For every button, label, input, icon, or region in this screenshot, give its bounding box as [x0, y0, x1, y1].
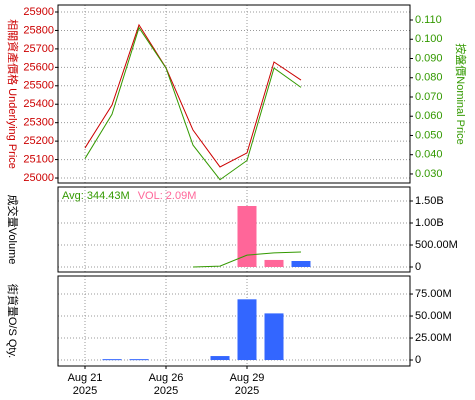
y2-tick-label: 0.100 — [415, 33, 443, 45]
y2-tick-label: 0.050 — [415, 129, 443, 141]
x-tick-year: 2025 — [235, 385, 259, 397]
bar — [237, 206, 257, 267]
x-tick-label: Aug 21 — [68, 372, 103, 384]
bar — [129, 359, 149, 361]
y-tick-label: 0 — [415, 354, 421, 366]
bar — [237, 299, 257, 361]
y-tick-label: 25900 — [23, 6, 54, 18]
y2-tick-label: 0.080 — [415, 72, 443, 84]
x-tick-label: Aug 29 — [230, 372, 265, 384]
y2-tick-label: 0.090 — [415, 52, 443, 64]
y2-tick-label: 0.060 — [415, 110, 443, 122]
y2-tick-label: 0.070 — [415, 91, 443, 103]
y-tick-label: 25400 — [23, 98, 54, 110]
bar — [264, 259, 284, 267]
annotation: VOL: 2.09M — [138, 190, 197, 202]
y2-axis-title: 按盤價Nominal Price — [454, 43, 468, 144]
y-axis-title: 街貨量O/S Qty. — [6, 284, 20, 358]
bar — [291, 261, 311, 267]
y2-tick-label: 0.040 — [415, 149, 443, 161]
panel-frame — [57, 4, 411, 184]
y-tick-label: 75.00M — [415, 288, 452, 300]
line — [84, 23, 302, 168]
y-tick-label: 500.00M — [415, 239, 458, 251]
y-tick-label: 25800 — [23, 24, 54, 36]
y2-tick-label: 0.030 — [415, 168, 443, 180]
y2-tick-label: 0.110 — [415, 14, 442, 26]
y-axis-title: 成交量Volume — [6, 195, 20, 265]
y-tick-label: 25.00M — [415, 332, 452, 344]
y-tick-label: 1.50B — [415, 195, 444, 207]
annotation: Avg: 344.43M — [62, 190, 130, 202]
y-tick-label: 50.00M — [415, 310, 452, 322]
bar — [210, 356, 230, 361]
x-tick-year: 2025 — [154, 385, 178, 397]
y-tick-label: 1.00B — [415, 217, 444, 229]
y-tick-label: 25600 — [23, 61, 54, 73]
y-tick-label: 0 — [415, 261, 421, 273]
y-tick-label: 25000 — [23, 172, 54, 184]
panel-frame — [57, 186, 411, 273]
x-tick-year: 2025 — [73, 385, 97, 397]
line — [192, 251, 302, 268]
line — [84, 26, 302, 181]
y-tick-label: 25100 — [23, 153, 54, 165]
panel-frame — [57, 275, 411, 367]
y-tick-label: 25300 — [23, 117, 54, 129]
y-tick-label: 25700 — [23, 43, 54, 55]
bar — [264, 313, 284, 361]
y-axis-title: 相關資產價格 Underlying Price — [6, 19, 20, 169]
y-tick-label: 25500 — [23, 80, 54, 92]
y-tick-label: 25200 — [23, 135, 54, 147]
x-tick-label: Aug 26 — [149, 372, 184, 384]
bar — [102, 359, 122, 361]
